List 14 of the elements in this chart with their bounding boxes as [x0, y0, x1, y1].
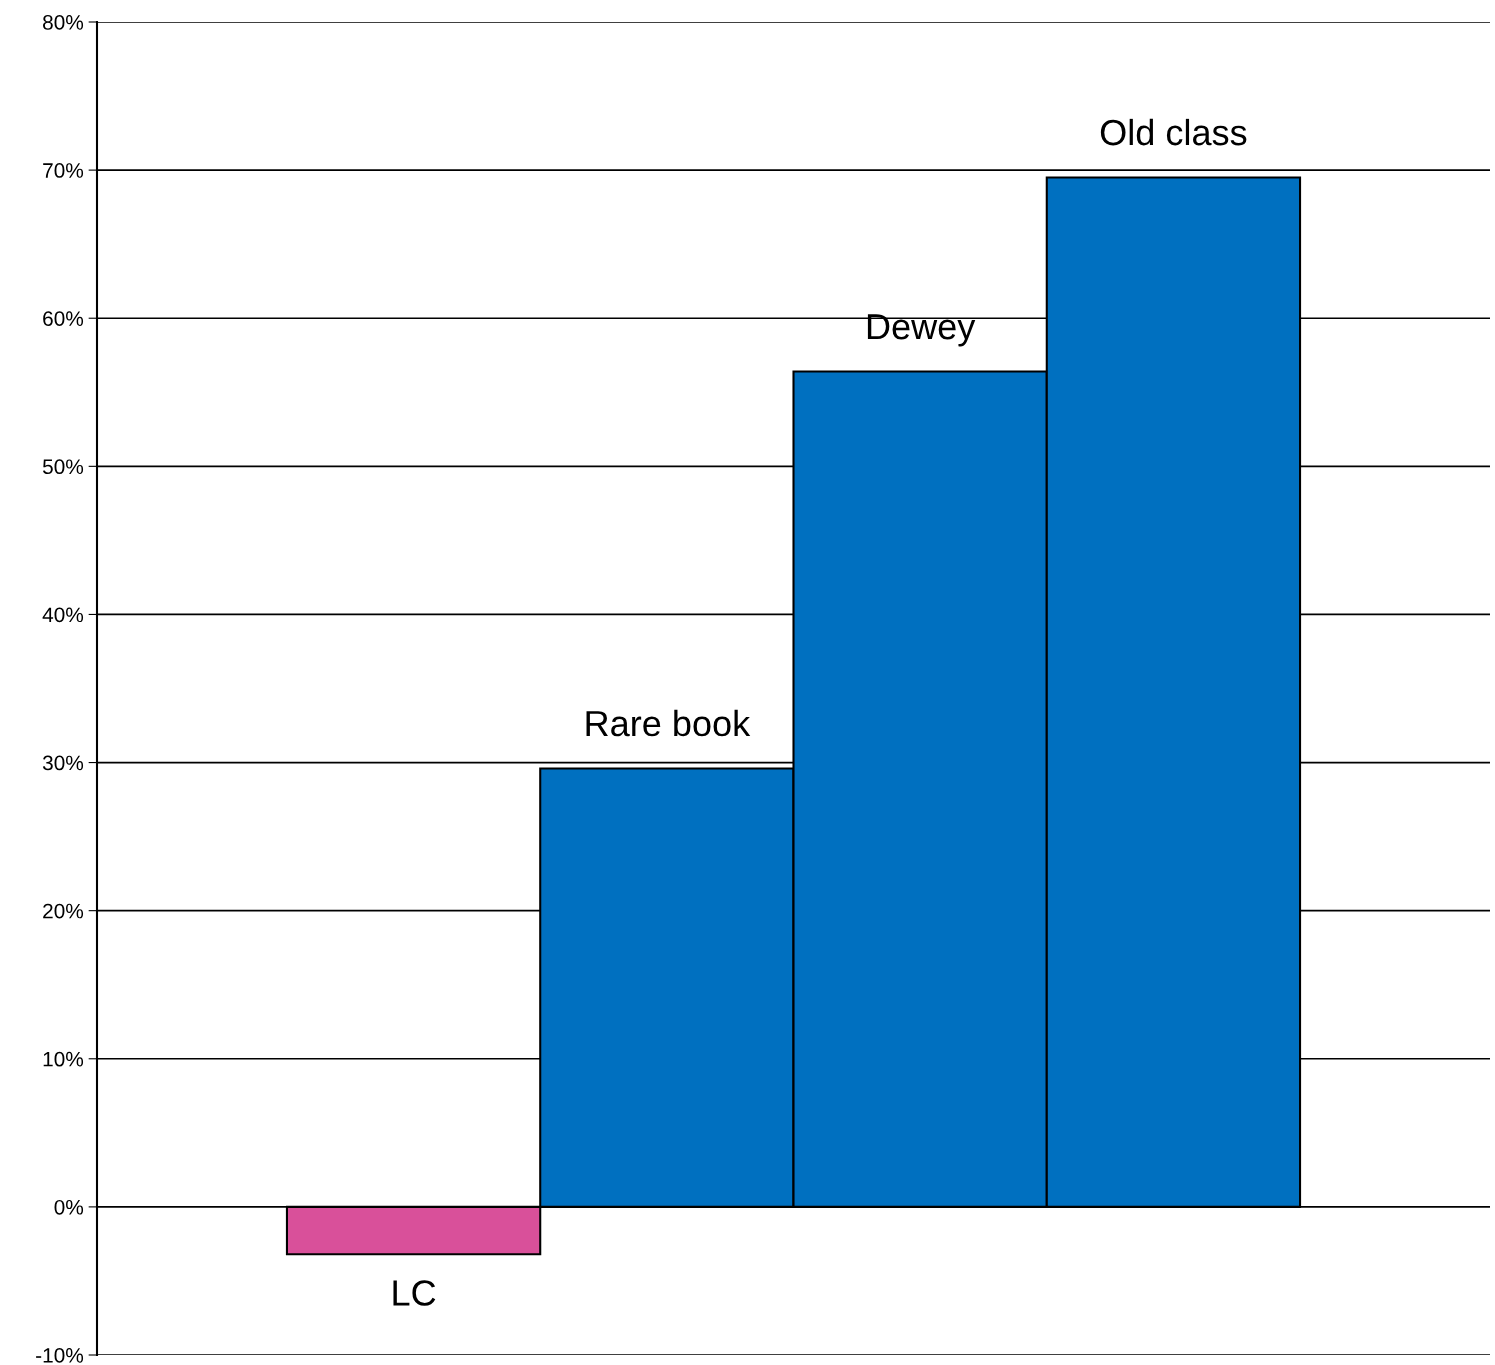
y-tick-label: 70%	[43, 163, 84, 178]
y-tick-label: 50%	[42, 459, 84, 475]
y-tick-label: 60%	[43, 311, 84, 326]
y-tick-label: 40%	[42, 607, 84, 623]
y-tick-label: 20%	[43, 903, 84, 919]
x-tick-label: LC	[393, 1280, 436, 1306]
y-tick-label: 80%	[43, 15, 84, 30]
x-tick-label: Rare book	[586, 709, 751, 737]
x-tick-label: Dewey	[867, 314, 976, 347]
y-tick-label: 10%	[43, 1051, 84, 1067]
x-tick-label: Old class	[1100, 118, 1247, 146]
y-tick-label: -10%	[36, 1348, 84, 1363]
y-tick-label: 0%	[54, 1199, 84, 1215]
y-tick-label: 30%	[42, 755, 84, 771]
